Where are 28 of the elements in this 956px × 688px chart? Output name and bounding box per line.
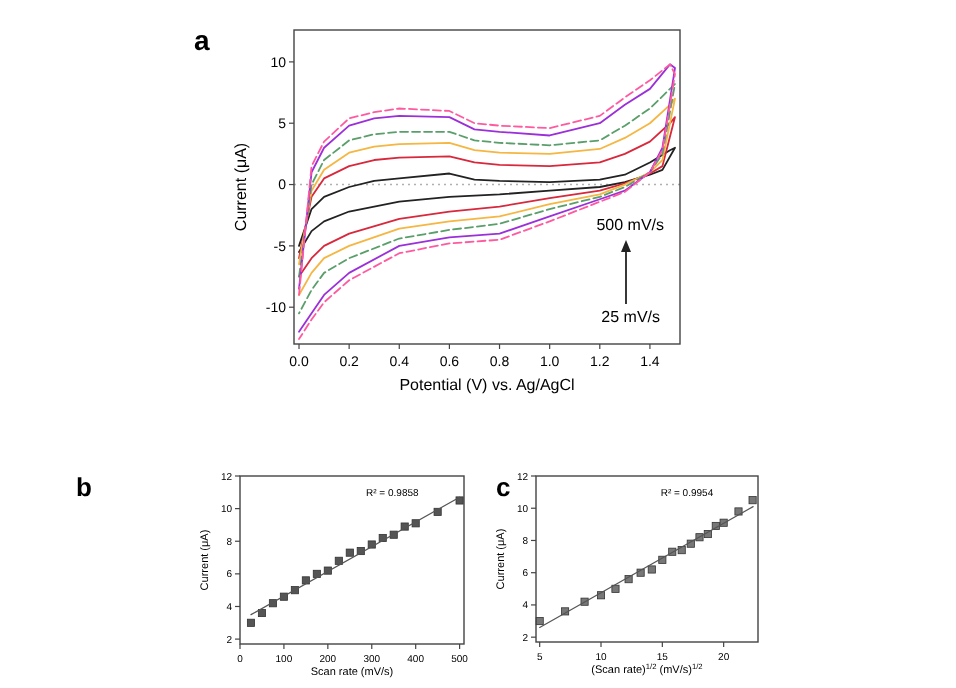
x-axis-title: Potential (V) vs. Ag/AgCl	[399, 376, 576, 394]
point	[734, 507, 743, 516]
chart-title: b	[76, 472, 92, 502]
point	[279, 592, 288, 601]
point	[400, 522, 409, 531]
point	[334, 556, 343, 565]
point	[367, 540, 376, 549]
point	[647, 565, 656, 574]
point	[257, 609, 266, 618]
point	[312, 569, 321, 578]
point	[411, 519, 420, 528]
point	[433, 507, 442, 516]
point	[455, 496, 464, 505]
line-series	[298, 146, 676, 253]
point	[323, 566, 332, 575]
annotation: 500 mV/s	[596, 216, 664, 234]
chart-title: c	[496, 472, 511, 502]
annotation: 25 mV/s	[601, 308, 660, 326]
point	[748, 496, 757, 505]
point	[378, 533, 387, 542]
chart-title: a	[194, 24, 210, 56]
point	[389, 530, 398, 539]
point	[246, 618, 255, 627]
line-series	[298, 116, 676, 278]
point	[345, 548, 354, 557]
point	[301, 576, 310, 585]
point	[611, 584, 620, 593]
y-axis-title: Current (μA)	[232, 142, 250, 232]
